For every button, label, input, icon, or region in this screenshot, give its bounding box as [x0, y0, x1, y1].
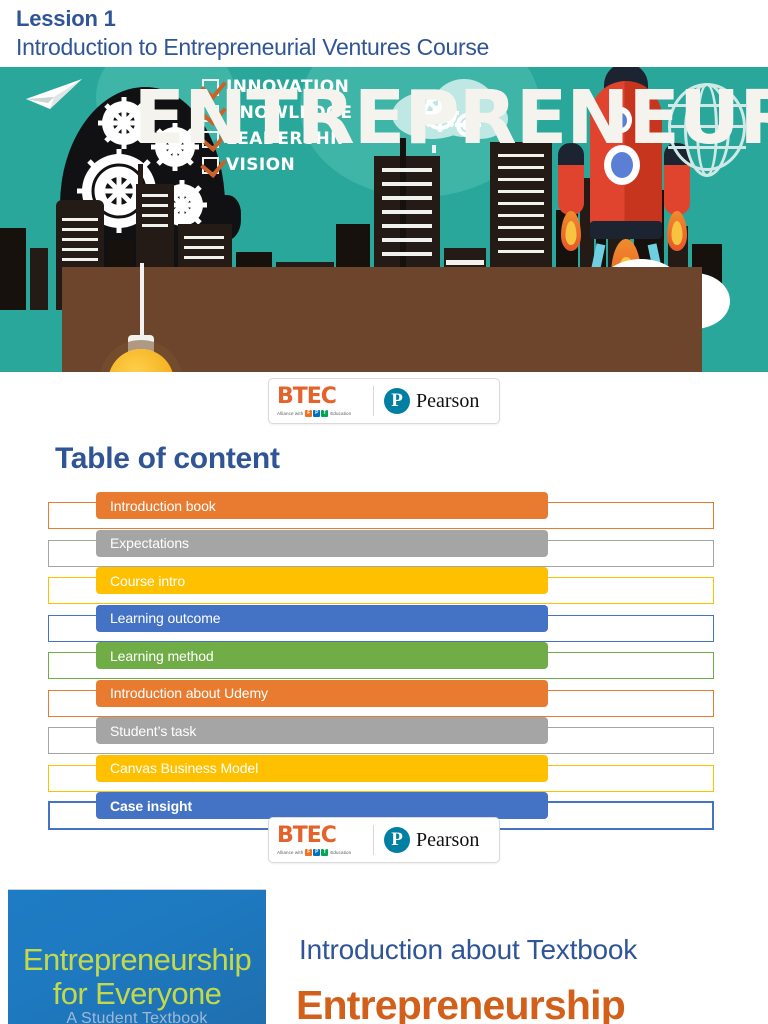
toc-row-bar[interactable]: Course intro — [96, 567, 548, 594]
toc-item-label: Introduction book — [110, 497, 216, 514]
btec-wordmark: BTEC — [277, 822, 337, 848]
banner-checklist: INNOVATION KNOWLEDGE LEADERSHIP VISION — [202, 75, 352, 179]
entrepreneur-brown-band — [62, 267, 702, 373]
checklist-item: VISION — [202, 153, 352, 177]
fpt-p: P — [313, 848, 321, 856]
entrepreneur-banner-image: INNOVATION KNOWLEDGE LEADERSHIP VISION — [0, 67, 768, 373]
toc-row-bar[interactable]: Learning method — [96, 642, 548, 669]
toc-row[interactable]: Canvas Business Model — [48, 754, 718, 793]
checkbox-checked-icon — [202, 78, 219, 96]
book-title-line1: Entrepreneurship — [22, 942, 252, 977]
checklist-label: VISION — [226, 155, 296, 176]
toc-row-bar[interactable]: Expectations — [96, 529, 548, 557]
textbook-section-heading: Introduction about Textbook — [299, 934, 638, 965]
fpt-f: F — [305, 848, 313, 856]
book-subtitle: A Student Textbook — [66, 1010, 208, 1024]
checklist-item: LEADERSHIP — [202, 127, 352, 151]
checkbox-checked-icon — [202, 156, 219, 174]
logo-divider — [373, 825, 374, 855]
checkbox-checked-icon — [202, 104, 219, 122]
checklist-item: KNOWLEDGE — [202, 101, 352, 125]
checklist-label: INNOVATION — [226, 77, 350, 98]
fpt-f: F — [305, 409, 313, 417]
btec-subtext-left: Alliance with — [277, 410, 304, 416]
fpt-t: T — [321, 848, 329, 856]
book-title-line2: for Everyone — [52, 976, 222, 1011]
toc-item-label: Case insight — [110, 797, 193, 814]
pearson-logo: P Pearson — [374, 388, 479, 414]
toc-item-label: Canvas Business Model — [110, 760, 259, 776]
toc-row-bar[interactable]: Learning outcome — [96, 604, 548, 632]
rocket-fin-left — [558, 155, 584, 216]
logo-divider — [373, 386, 374, 416]
toc-title: Table of content — [55, 442, 280, 475]
btec-subtext-right: Education — [330, 410, 352, 416]
rocket-fin-left-tip — [558, 143, 584, 166]
btec-subtext-right: Education — [330, 849, 352, 855]
rocket-flame-right — [667, 211, 687, 252]
page-header: Lession 1 Introduction to Entrepreneuria… — [0, 0, 768, 61]
toc-row-bar[interactable]: Canvas Business Model — [96, 754, 548, 782]
toc-row[interactable]: Introduction about Udemy — [48, 679, 718, 718]
rocket-window-large — [604, 145, 640, 186]
pearson-logo: P Pearson — [374, 827, 479, 853]
checklist-label: KNOWLEDGE — [226, 103, 353, 124]
toc-row-bar[interactable]: Introduction about Udemy — [96, 679, 548, 707]
globe-wireframe-icon — [668, 83, 746, 172]
pearson-mark-icon: P — [384, 827, 410, 853]
toc-row[interactable]: Student’s task — [48, 717, 718, 755]
rocket-band — [590, 221, 662, 240]
toc-item-label: Course intro — [110, 572, 186, 589]
toc-row[interactable]: Expectations — [48, 529, 718, 568]
checkbox-checked-icon — [202, 130, 219, 148]
checklist-label: LEADERSHIP — [226, 129, 350, 150]
btec-subtext-left: Alliance with — [277, 849, 304, 855]
toc-item-label: Learning outcome — [110, 610, 221, 626]
toc-row[interactable]: Learning method — [48, 642, 718, 680]
pearson-mark-icon: P — [384, 388, 410, 414]
rocket-fin-right — [664, 155, 690, 216]
toc-list: Introduction book Expectations Course in… — [48, 492, 718, 830]
rocket-flame-left — [561, 211, 581, 252]
btec-wordmark: BTEC — [277, 383, 337, 409]
toc-item-label: Student’s task — [110, 722, 197, 739]
toc-item-label: Learning method — [110, 647, 214, 664]
toc-row[interactable]: Learning outcome — [48, 604, 718, 643]
toc-row[interactable]: Course intro — [48, 567, 718, 605]
checklist-item: INNOVATION — [202, 75, 352, 99]
toc-row-bar[interactable]: Case insight — [96, 792, 548, 819]
fpt-p: P — [313, 409, 321, 417]
toc-row-bar[interactable]: Introduction book — [96, 492, 548, 519]
pearson-wordmark: Pearson — [416, 828, 480, 851]
bulb-wire — [140, 263, 144, 352]
cloud-gears-icon — [421, 94, 481, 139]
textbook-section-title: Entrepreneurship — [296, 982, 626, 1024]
fpt-t: T — [321, 409, 329, 417]
page-title: Introduction to Entrepreneurial Ventures… — [16, 33, 490, 60]
textbook-cover-image: Entrepreneurship for Everyone A Student … — [8, 889, 266, 1024]
toc-item-label: Expectations — [110, 535, 189, 551]
toc-item-label: Introduction about Udemy — [110, 685, 268, 701]
paper-airplane-icon — [26, 79, 82, 110]
toc-row[interactable]: Introduction book — [48, 492, 718, 530]
toc-row-bar[interactable]: Student’s task — [96, 717, 548, 744]
banner-wordmark: ENTREPRENEUR — [133, 75, 768, 162]
pearson-wordmark: Pearson — [416, 389, 480, 412]
rocket-window-small — [610, 107, 632, 134]
lightbulb-icon — [108, 349, 174, 373]
lesson-number: Lession 1 — [16, 6, 116, 31]
